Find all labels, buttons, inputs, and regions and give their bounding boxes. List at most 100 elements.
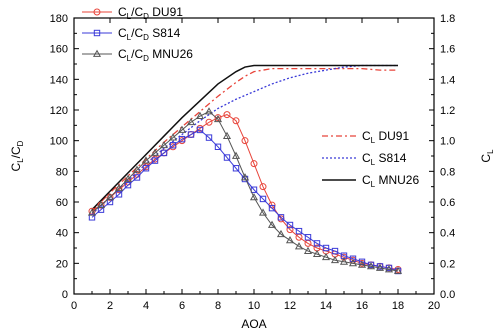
clcd-point-mnu26 [213,114,223,123]
y-left-tick-label: 100 [50,136,68,148]
cl-line-du91 [91,67,398,212]
clcd-series-s814 [88,126,402,275]
clcd-point-s814 [322,244,330,252]
clcd-point-mnu26 [177,125,187,133]
clcd-point-s814 [331,247,339,255]
x-tick-label: 10 [248,300,260,312]
x-tick-label: 14 [320,300,332,312]
clcd-point-s814 [277,214,285,221]
clcd-point-mnu26 [96,200,106,208]
clcd-point-mnu26 [105,193,115,201]
clcd-point-s814 [124,181,132,189]
y-left-tick-label: 180 [50,13,68,25]
clcd-line-mnu26 [91,110,399,272]
legend-layer: CL/CD DU91 CL/CD S814 CL/CD MNU26 CL DU91 CL… [82,5,419,189]
clcd-point-mnu26 [294,242,304,250]
clcd-point-mnu26 [141,156,151,164]
y-left-tick-label: 20 [56,258,68,270]
y-right-tick-label: 0.8 [440,166,455,178]
clcd-point-mnu26 [87,208,97,216]
clcd-point-du91 [232,117,240,125]
clcd-point-mnu26 [285,236,295,244]
clcd-point-s814 [295,227,303,235]
y-left-tick-label: 40 [56,228,68,240]
clcd-point-mnu26 [276,229,286,238]
x-tick-label: 4 [143,300,149,312]
clcd-point-s814 [205,134,213,141]
y-right-tick-label: 1.6 [440,44,455,56]
legend-left-swatch-marker [92,49,102,57]
clcd-point-mnu26 [375,263,385,271]
clcd-point-s814 [304,234,312,241]
clcd-point-mnu26 [366,262,376,270]
x-tick-label: 8 [215,300,221,312]
legend-left-item: CL/CD S814 [82,26,181,42]
y-right-tick-label: 0.2 [440,258,455,270]
clcd-point-s814 [286,221,294,229]
clcd-point-s814 [196,126,204,134]
clcd-point-s814 [151,157,159,164]
series-layer [87,64,403,275]
clcd-point-mnu26 [114,183,124,192]
y-left-axis-title: CL/CD [9,140,25,171]
clcd-point-mnu26 [168,133,178,141]
clcd-point-s814 [232,165,240,172]
clcd-point-du91 [223,111,231,119]
clcd-point-s814 [133,174,141,181]
clcd-point-mnu26 [231,151,241,159]
legend-right-item: CL MNU26 [322,173,419,189]
clcd-point-du91 [259,183,267,191]
legend-right-label: CL MNU26 [362,173,419,189]
clcd-point-du91 [241,137,249,145]
clcd-point-mnu26 [339,257,349,265]
clcd-point-du91 [250,160,258,168]
clcd-point-mnu26 [330,255,340,264]
clcd-point-s814 [259,195,267,203]
clcd-point-mnu26 [249,193,259,201]
clcd-point-mnu26 [312,249,322,258]
clcd-point-mnu26 [384,265,394,273]
clcd-point-mnu26 [321,252,331,261]
axes-layer: 0 2 4 6 8 10 12 14 16 18 20 0 20 40 60 80 100 120 140 160 18… [9,13,495,331]
clcd-point-du91 [214,114,222,122]
y-right-tick-label: 0.4 [440,228,455,240]
clcd-point-s814 [223,154,231,161]
y-right-tick-label: 1.8 [440,13,455,25]
clcd-point-mnu26 [393,266,403,274]
legend-left-label: CL/CD S814 [118,26,181,42]
x-tick-label: 2 [107,300,113,312]
clcd-series-mnu26 [87,107,403,274]
y-right-tick-label: 1.4 [440,74,455,86]
x-tick-label: 16 [356,300,368,312]
y-left-tick-label: 120 [50,105,68,117]
clcd-point-mnu26 [195,111,205,120]
x-tick-label: 12 [284,300,296,312]
y-left-tick-label: 80 [56,166,68,178]
legend-right-label: CL S814 [362,151,407,167]
y-right-axis-title: CL [479,149,495,163]
legend-right-label: CL DU91 [362,129,409,145]
clcd-point-mnu26 [186,117,196,126]
clcd-point-mnu26 [204,107,214,115]
clcd-point-du91 [205,118,213,126]
clcd-point-mnu26 [348,259,358,267]
legend-left-label: CL/CD DU91 [118,5,183,21]
clcd-line-s814 [91,129,399,272]
clcd-point-mnu26 [159,140,169,149]
x-tick-label: 20 [428,300,440,312]
y-right-tick-label: 0.6 [440,197,455,209]
clcd-point-s814 [169,142,177,149]
legend-left-label: CL/CD MNU26 [118,47,193,63]
legend-right-item: CL S814 [322,151,407,167]
x-tick-label: 18 [392,300,404,312]
y-right-tick-label: 1.2 [440,105,455,117]
y-left-tick-label: 140 [50,74,68,86]
clcd-point-s814 [178,135,186,143]
y-right-tick-label: 0.0 [440,289,455,301]
clcd-point-mnu26 [123,174,133,182]
cl-series-du91 [91,67,398,212]
legend-left-item: CL/CD MNU26 [82,47,193,63]
legend-right-item: CL DU91 [322,129,409,145]
